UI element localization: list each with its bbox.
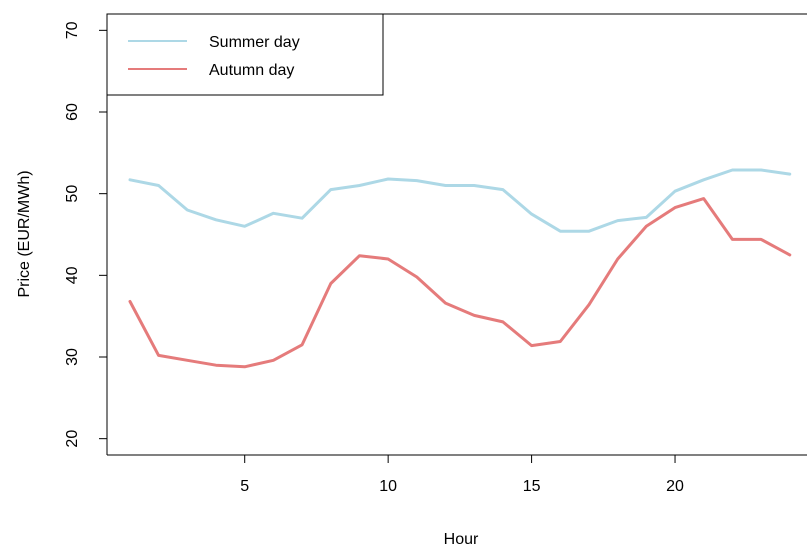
- legend-label-summer: Summer day: [209, 34, 300, 51]
- y-tick-label: 50: [64, 185, 81, 203]
- y-tick-label: 70: [64, 21, 81, 39]
- x-tick-label: 10: [379, 478, 397, 495]
- legend: Summer day Autumn day: [106, 13, 384, 96]
- y-tick-label: 40: [64, 266, 81, 284]
- y-tick-label: 30: [64, 348, 81, 366]
- x-tick-label: 20: [666, 478, 684, 495]
- series-line-autumn: [128, 197, 792, 369]
- y-axis-label: Price (EUR/MWh): [16, 170, 33, 297]
- series-line-summer: [128, 168, 792, 233]
- y-tick-label: 60: [64, 103, 81, 121]
- y-tick-label: 20: [64, 430, 81, 448]
- x-tick-label: 5: [240, 478, 249, 495]
- y-ticks: 20 30 40 50 60 70: [64, 21, 107, 448]
- x-axis-label: Hour: [444, 531, 479, 548]
- x-ticks: 5 10 15 20: [240, 455, 684, 495]
- x-tick-label: 15: [523, 478, 541, 495]
- legend-box: [106, 13, 384, 96]
- legend-label-autumn: Autumn day: [209, 62, 294, 79]
- series-layer: [128, 168, 792, 369]
